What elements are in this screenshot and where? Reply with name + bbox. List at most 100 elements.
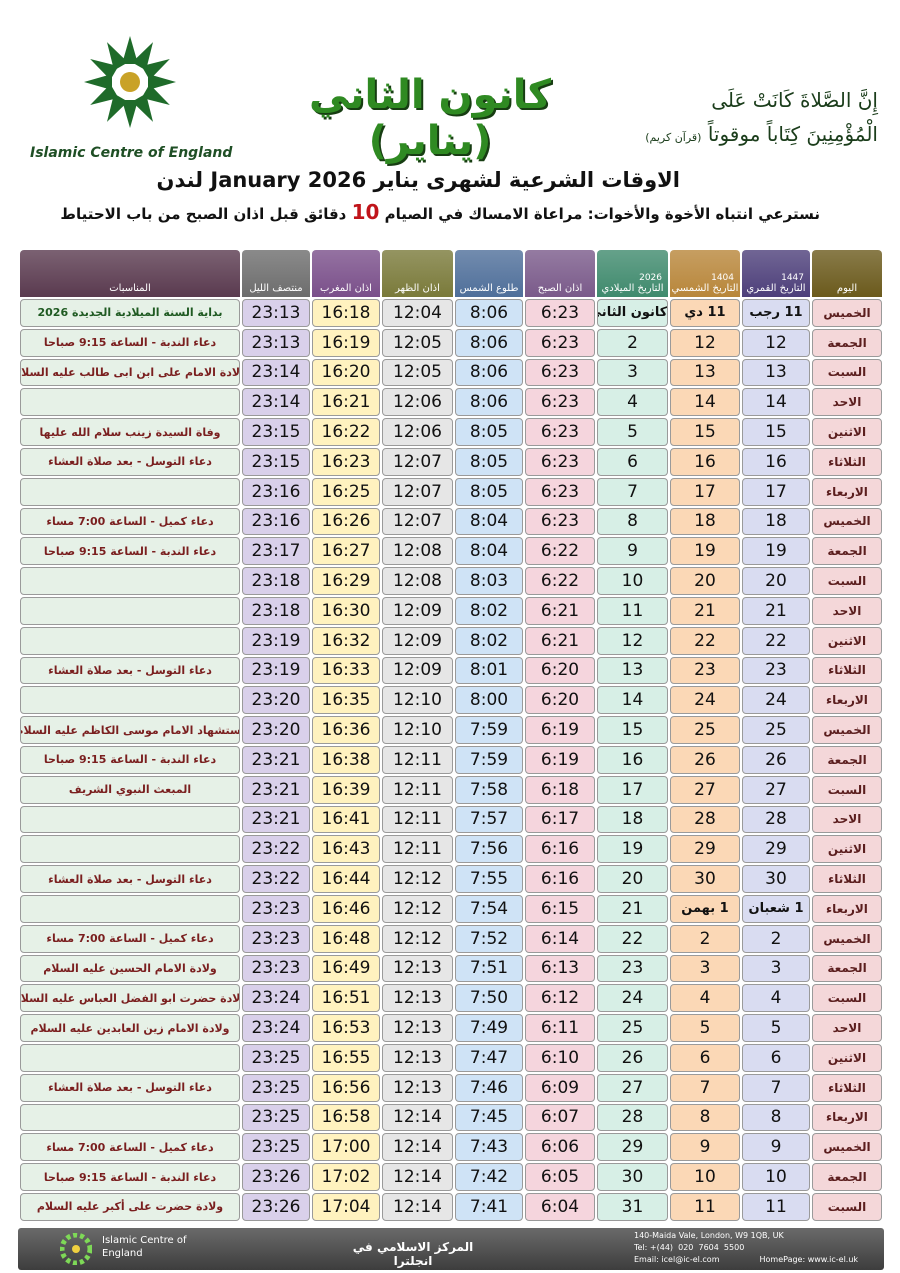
time-cell: السبت — [812, 567, 882, 595]
event: دعاء الندبة - الساعة 9:15 صباحا — [43, 336, 217, 350]
cell-text: 16:48 — [321, 928, 371, 949]
time-cell: 19 — [597, 835, 668, 864]
time-cell: 16:48 — [312, 924, 380, 953]
time-cell: 16:32 — [312, 626, 380, 655]
cell-text: 7:58 — [469, 779, 509, 800]
header-label: منتصف الليل — [249, 283, 303, 294]
cell-text: 17 — [694, 481, 716, 502]
time-cell: 23:26 — [242, 1193, 310, 1221]
time-cell: 16:41 — [312, 805, 380, 834]
cell-text: 16:30 — [321, 600, 371, 621]
time-cell: الخميس — [812, 1133, 882, 1162]
time-cell: الاربعاء — [812, 1103, 882, 1132]
cell-text: 10 — [694, 1167, 716, 1188]
cell-text: 5 — [770, 1018, 782, 1039]
time-cell: 21 — [742, 597, 810, 625]
cell-text: 23:21 — [251, 749, 301, 770]
cell-text: 16:19 — [321, 332, 371, 353]
cell-text: 12:10 — [393, 720, 442, 741]
cell-text: 12:13 — [393, 988, 442, 1009]
time-cell: الخميس — [812, 924, 882, 953]
time-cell: 7:46 — [455, 1073, 523, 1102]
note: نسترعي انتباه الأخوة والأخوات: مراعاة ال… — [60, 200, 820, 224]
cell-text: 12:11 — [393, 779, 442, 800]
time-cell: 10 — [597, 567, 668, 595]
time-cell: 16:18 — [312, 299, 380, 327]
time-cell: 14 — [742, 388, 810, 417]
cell-text: 8:05 — [469, 451, 509, 472]
cell-text: 24 — [621, 988, 644, 1009]
time-cell: 16:38 — [312, 746, 380, 774]
cell-text: الثلاثاء — [828, 1080, 866, 1095]
event: ولادة الامام الحسين عليه السلام — [43, 961, 217, 975]
time-cell: 6:09 — [525, 1073, 595, 1102]
cell-text: 6:23 — [540, 422, 580, 443]
time-cell: 1 شعبان — [742, 895, 810, 923]
time-cell: 6:16 — [525, 865, 595, 893]
time-cell: الخميس — [812, 299, 882, 327]
time-cell: 8:04 — [455, 507, 523, 536]
cell-text: 8:00 — [469, 690, 509, 711]
time-cell: 16:25 — [312, 477, 380, 506]
cell-text: 17 — [765, 481, 787, 502]
cell-text: 12:14 — [393, 1167, 442, 1188]
time-cell: 12:07 — [382, 507, 453, 536]
cell-text: 6:23 — [540, 332, 580, 353]
cell-text: 16:20 — [321, 362, 371, 383]
time-cell: 23:15 — [242, 418, 310, 446]
time-cell: 8 — [670, 1103, 740, 1132]
time-cell: 16:29 — [312, 567, 380, 595]
cell-text: 11 رجب — [749, 305, 803, 321]
cell-text: 19 — [694, 541, 716, 562]
time-cell: 26 — [742, 746, 810, 774]
cell-text: 6:23 — [540, 511, 580, 532]
time-cell: 6 — [597, 448, 668, 476]
time-cell: 6 — [670, 1044, 740, 1072]
column-header: اليوم — [812, 250, 882, 297]
time-cell: 8:06 — [455, 358, 523, 387]
cell-text: 6:19 — [540, 749, 580, 770]
cell-text: 1 شعبان — [748, 901, 804, 917]
time-cell: 28 — [742, 805, 810, 834]
cell-text: السبت — [827, 1199, 867, 1214]
cell-text: 27 — [621, 1077, 644, 1098]
event-cell: دعاء التوسل - بعد صلاة العشاء — [20, 865, 240, 893]
cell-text: 11 — [765, 1196, 787, 1217]
cell-text: 29 — [765, 839, 787, 860]
cell-text: 12:14 — [393, 1137, 442, 1158]
time-cell: 6:15 — [525, 895, 595, 923]
event: وفاة السيدة زينب سلام الله عليها — [39, 425, 221, 439]
cell-text: 7:49 — [469, 1018, 509, 1039]
time-cell: 23:24 — [242, 1014, 310, 1042]
time-cell: 23:13 — [242, 299, 310, 327]
cell-text: 6:14 — [540, 928, 580, 949]
cell-text: الاثنين — [827, 425, 867, 440]
cell-text: 12:09 — [393, 600, 442, 621]
time-cell: 23:15 — [242, 448, 310, 476]
time-cell: 12 — [742, 328, 810, 357]
time-cell: 6:13 — [525, 954, 595, 983]
cell-text: 8 — [627, 511, 638, 532]
cell-text: 7:50 — [469, 988, 509, 1009]
cell-text: 23:25 — [251, 1047, 301, 1068]
event-cell: دعاء كميل - الساعة 7:00 مساء — [20, 924, 240, 953]
time-cell: 6 — [742, 1044, 810, 1072]
cell-text: 16 — [621, 749, 644, 770]
cell-text: السبت — [827, 365, 867, 380]
cell-text: 13 — [694, 362, 716, 383]
header-label: التاريخ القمري — [746, 283, 806, 294]
time-cell: 16:33 — [312, 656, 380, 685]
cell-text: 6:22 — [540, 541, 580, 562]
cell-text: 12:13 — [393, 958, 442, 979]
cell-text: السبت — [827, 782, 867, 797]
time-cell: السبت — [812, 358, 882, 387]
time-cell: 8:03 — [455, 567, 523, 595]
time-cell: 23:19 — [242, 626, 310, 655]
time-cell: 6:23 — [525, 477, 595, 506]
note-number: 10 — [351, 200, 380, 224]
cell-text: 20 — [621, 869, 644, 890]
cell-text: 3 — [627, 362, 638, 383]
header-label: اذان المغرب — [320, 283, 372, 294]
time-cell: 6:19 — [525, 746, 595, 774]
event-cell: دعاء الندبة - الساعة 9:15 صباحا — [20, 537, 240, 566]
